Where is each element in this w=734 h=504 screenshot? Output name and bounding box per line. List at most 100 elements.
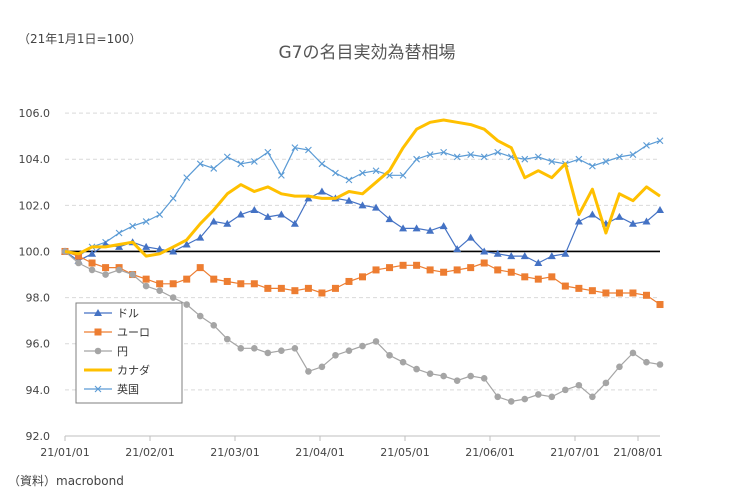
- data-point: [386, 351, 393, 359]
- data-point: [521, 395, 529, 403]
- series-3: [64, 118, 661, 258]
- data-point: [359, 342, 366, 350]
- data-point: [616, 363, 623, 371]
- data-point: [318, 289, 326, 297]
- data-point: [372, 266, 380, 274]
- legend-marker: [94, 309, 102, 316]
- data-point: [115, 242, 124, 250]
- data-point: [602, 158, 610, 165]
- data-point: [332, 351, 339, 359]
- data-point: [277, 171, 285, 179]
- data-point: [182, 240, 191, 248]
- data-point: [277, 210, 286, 218]
- data-point: [358, 201, 367, 209]
- data-point: [75, 252, 83, 260]
- data-point: [588, 287, 596, 295]
- data-point: [129, 271, 136, 278]
- data-point: [453, 245, 462, 253]
- data-point: [602, 289, 610, 297]
- data-point: [223, 335, 231, 343]
- data-point: [237, 160, 245, 168]
- data-point: [480, 375, 488, 382]
- data-point: [574, 217, 583, 225]
- data-point: [250, 158, 258, 165]
- data-point: [183, 275, 191, 283]
- data-point: [318, 160, 326, 168]
- unit-note: （21年1月1日=100）: [18, 32, 142, 46]
- data-point: [616, 153, 623, 161]
- data-point: [278, 347, 285, 354]
- y-tick-label: 100.0: [19, 245, 51, 258]
- source-note: （資料）macrobond: [8, 474, 124, 488]
- data-point: [317, 187, 326, 195]
- legend-label: ドル: [117, 307, 139, 320]
- data-point: [642, 291, 650, 299]
- data-point: [115, 229, 123, 237]
- data-point: [467, 372, 474, 380]
- series-line: [64, 118, 661, 258]
- x-tick-label: 21/03/01: [210, 446, 259, 459]
- data-point: [440, 268, 448, 276]
- data-point: [588, 162, 596, 170]
- data-point: [656, 301, 664, 309]
- data-point: [372, 167, 380, 175]
- data-point: [169, 247, 178, 255]
- data-point: [642, 217, 651, 225]
- data-point: [521, 273, 529, 281]
- data-point: [385, 215, 394, 223]
- data-point: [305, 368, 312, 375]
- data-point: [210, 275, 218, 283]
- data-point: [399, 358, 407, 366]
- series-2: [61, 248, 664, 405]
- data-point: [290, 219, 299, 227]
- data-point: [169, 294, 177, 301]
- data-point: [467, 264, 475, 272]
- data-point: [102, 271, 109, 278]
- data-point: [507, 252, 516, 260]
- data-point: [223, 153, 231, 161]
- data-point: [399, 171, 407, 179]
- y-tick-label: 94.0: [26, 384, 51, 397]
- data-point: [520, 252, 529, 260]
- data-point: [507, 268, 515, 276]
- data-point: [615, 212, 624, 220]
- data-point: [534, 259, 543, 266]
- data-point: [562, 386, 569, 394]
- data-point: [196, 233, 205, 241]
- data-point: [223, 219, 232, 227]
- data-point: [399, 261, 407, 269]
- data-point: [615, 289, 623, 297]
- y-tick-label: 106.0: [19, 107, 51, 120]
- data-point: [169, 280, 177, 288]
- data-point: [480, 259, 488, 267]
- x-tick-label: 21/07/01: [550, 446, 599, 459]
- data-point: [75, 259, 82, 267]
- data-point: [453, 377, 461, 384]
- data-point: [548, 393, 556, 401]
- data-point: [223, 277, 231, 285]
- data-point: [629, 151, 637, 158]
- data-point: [291, 287, 299, 295]
- data-point: [426, 151, 434, 158]
- data-point: [412, 224, 421, 232]
- data-point: [129, 222, 137, 230]
- legend-label: 英国: [117, 382, 139, 396]
- legend-marker: [94, 347, 102, 355]
- data-point: [494, 148, 502, 156]
- data-point: [547, 252, 556, 260]
- data-point: [413, 261, 421, 269]
- data-point: [493, 249, 502, 257]
- data-point: [88, 249, 97, 257]
- data-point: [210, 165, 218, 172]
- data-point: [142, 242, 151, 250]
- data-point: [643, 358, 650, 366]
- series-1: [61, 247, 664, 309]
- data-point: [345, 277, 353, 285]
- data-point: [304, 284, 312, 292]
- series-line: [64, 140, 661, 257]
- legend-label: 円: [117, 345, 128, 358]
- data-point: [318, 363, 326, 371]
- data-point: [548, 273, 556, 281]
- data-point: [589, 393, 596, 401]
